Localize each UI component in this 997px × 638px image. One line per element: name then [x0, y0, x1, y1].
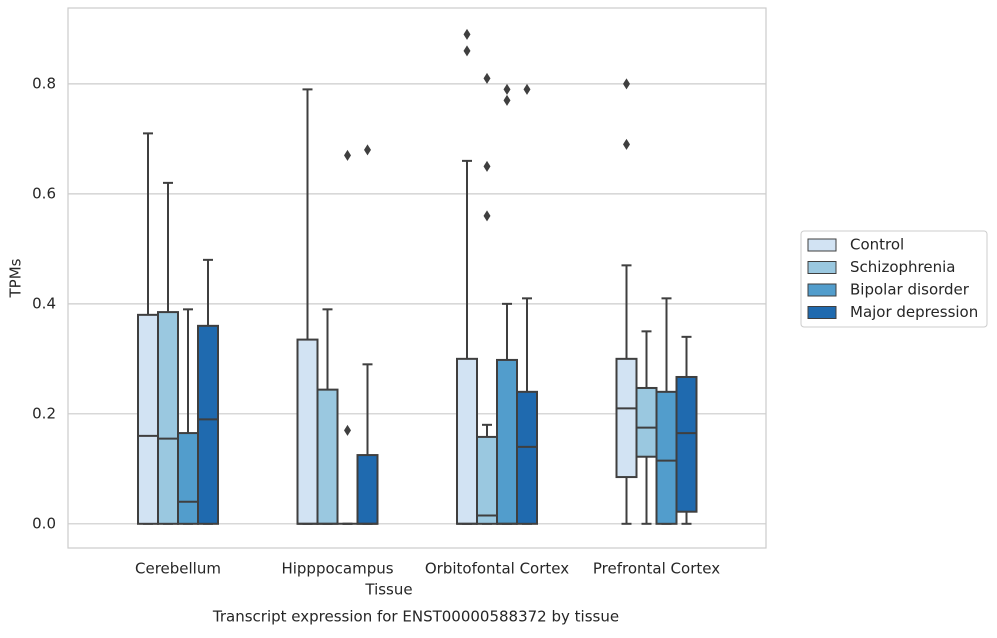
legend-frame	[800, 230, 988, 328]
x-tick-label: Orbitofontal Cortex	[425, 560, 569, 578]
y-axis-label: TPMs	[7, 258, 25, 298]
legend-swatch	[807, 238, 837, 252]
y-tick-label: 0.4	[32, 294, 56, 312]
outlier	[463, 45, 471, 57]
box	[635, 386, 658, 458]
box	[615, 357, 638, 479]
legend-swatch	[807, 283, 837, 297]
y-tick-label: 0.6	[32, 184, 56, 202]
outlier	[483, 72, 491, 84]
outlier	[483, 210, 491, 222]
legend-swatch	[807, 261, 837, 274]
outlier	[344, 424, 351, 436]
outlier	[503, 83, 511, 95]
legend-label: Schizophrenia	[850, 258, 955, 276]
outlier	[503, 94, 511, 106]
x-tick-label: Hipppocampus	[281, 560, 393, 578]
box	[516, 390, 538, 525]
legend-swatch	[807, 306, 837, 319]
outlier	[344, 149, 351, 161]
y-tick-label: 0.0	[32, 514, 56, 532]
legend-label: Major depression	[850, 303, 978, 321]
box	[456, 357, 478, 525]
box	[356, 454, 379, 525]
y-tick-label: 0.8	[32, 74, 56, 92]
box	[316, 388, 339, 525]
box	[157, 311, 179, 525]
outlier	[623, 78, 630, 90]
box	[177, 432, 199, 525]
box	[296, 338, 319, 525]
box	[496, 358, 518, 525]
x-axis-label: Tissue	[364, 581, 412, 599]
chart-title: Transcript expression for ENST0000058837…	[212, 608, 619, 626]
x-tick-label: Cerebellum	[135, 560, 221, 578]
outlier	[623, 138, 630, 150]
legend-label: Bipolar disorder	[850, 281, 970, 299]
box	[197, 324, 219, 525]
outlier	[463, 28, 471, 40]
box	[675, 375, 698, 513]
outlier	[523, 83, 531, 95]
outlier	[483, 160, 491, 172]
legend-label: Control	[850, 236, 904, 254]
outlier	[364, 144, 371, 156]
y-tick-label: 0.2	[32, 404, 56, 422]
box	[655, 390, 678, 525]
box	[476, 435, 498, 525]
x-tick-label: Prefrontal Cortex	[593, 560, 720, 578]
box	[137, 313, 159, 525]
